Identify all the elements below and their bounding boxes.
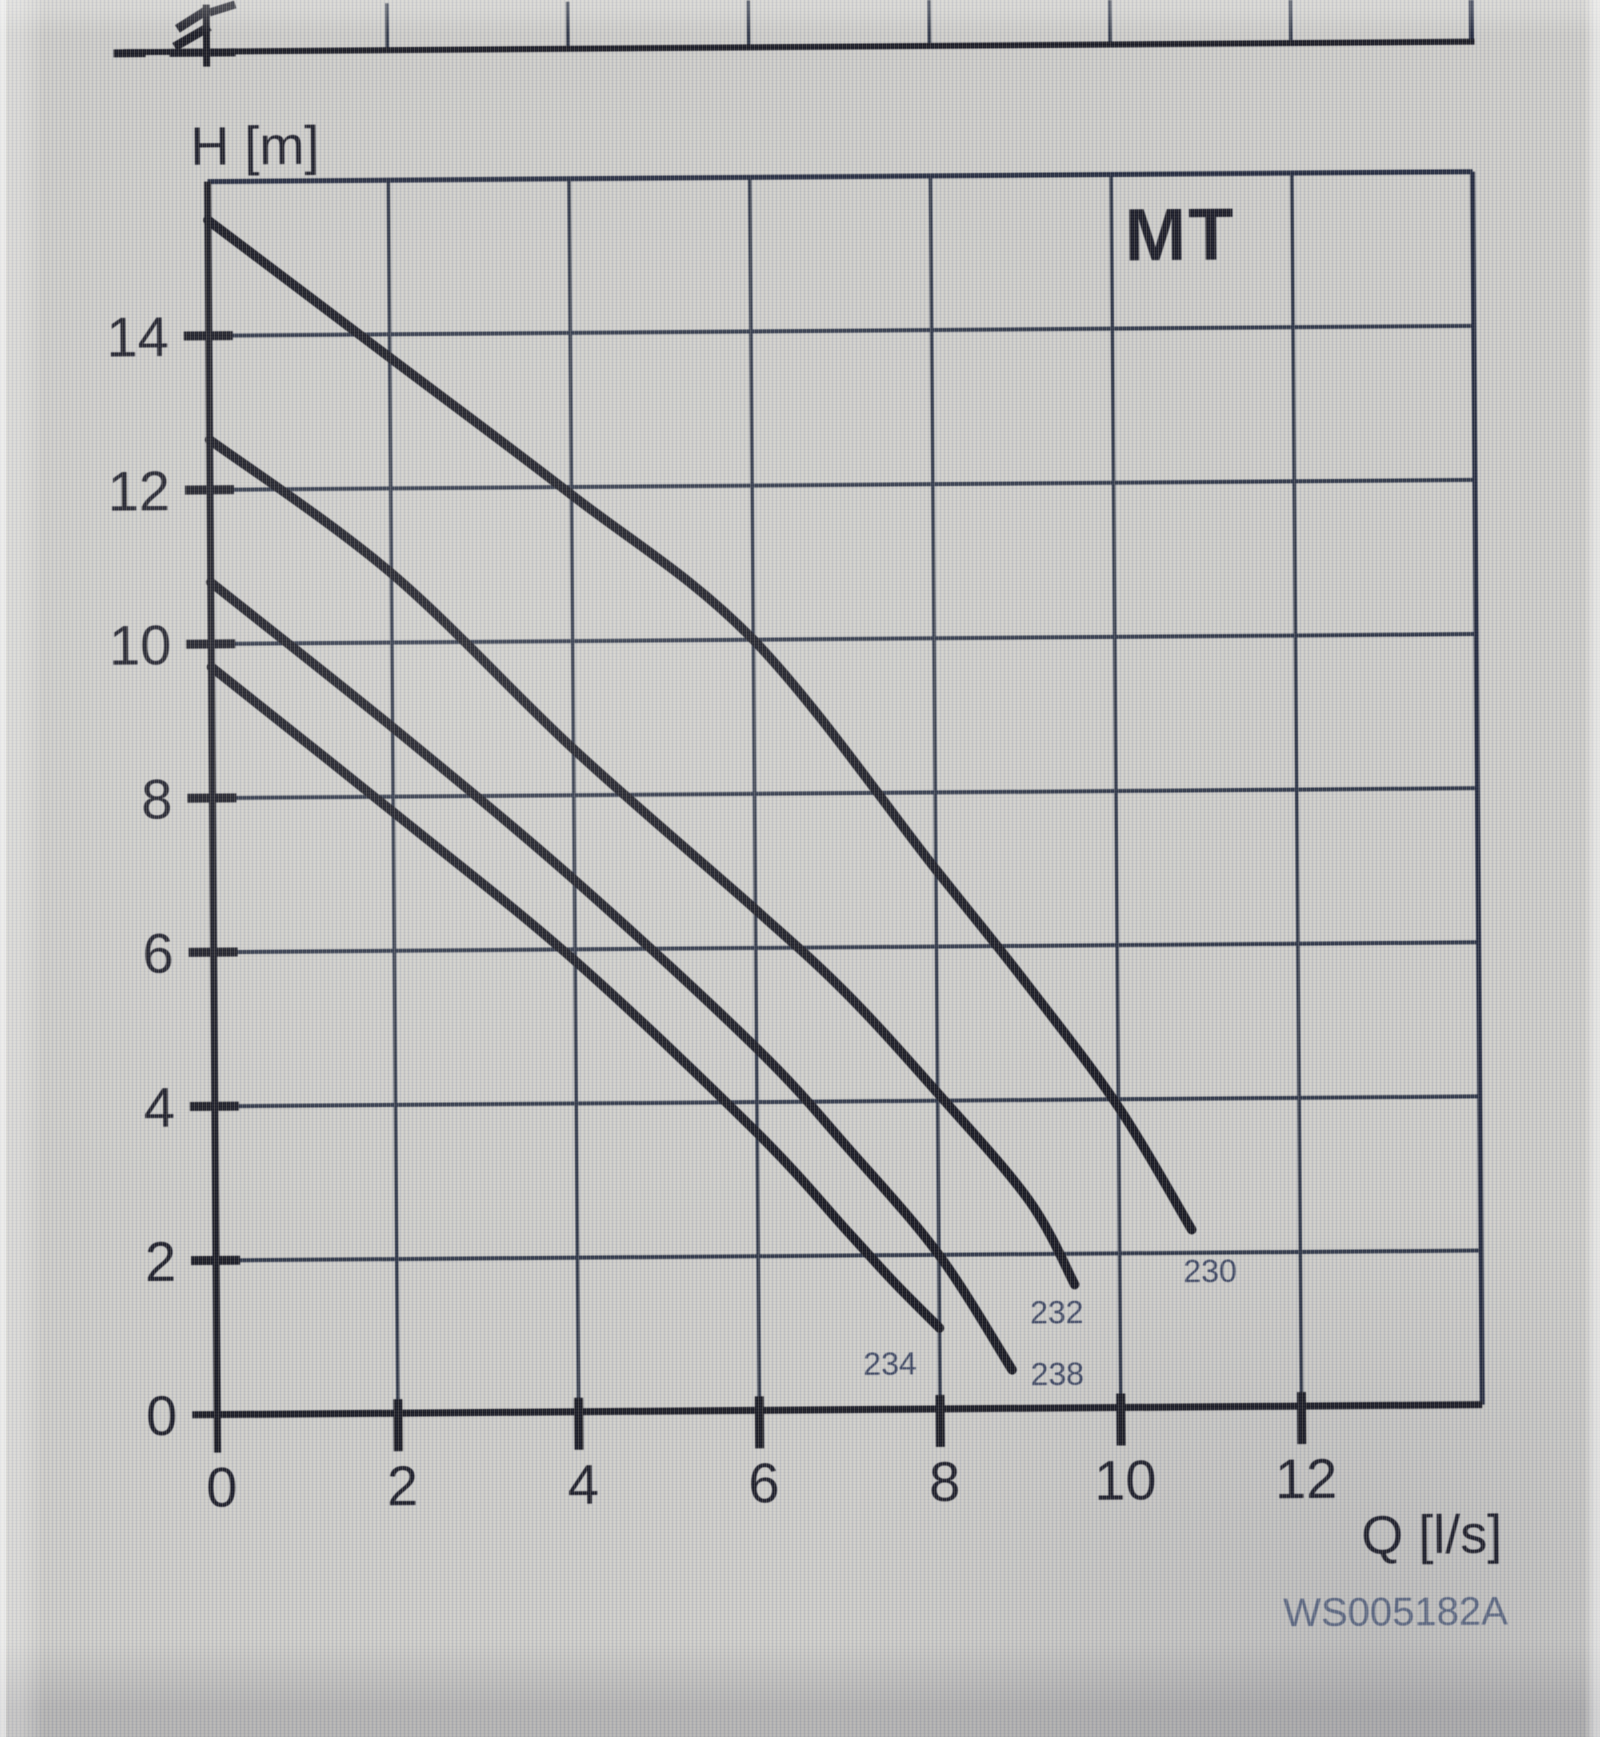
- y-tick-label: 14: [106, 305, 169, 368]
- plot-top-border: [207, 169, 1473, 185]
- chart-title: MT: [1124, 193, 1236, 277]
- y-axis-label: H [m]: [190, 116, 319, 177]
- x-tick-label: 6: [748, 1451, 780, 1514]
- x-tick-label: 8: [929, 1450, 961, 1513]
- axis-arrow-icon: [208, 0, 237, 17]
- upper-axis-tick: [169, 48, 236, 57]
- gridline-horizontal: [214, 1094, 1480, 1109]
- gridline-horizontal: [216, 1248, 1482, 1263]
- y-tick-label: 12: [107, 459, 170, 522]
- gridline-horizontal: [208, 323, 1474, 338]
- curve-label-232: 232: [1030, 1294, 1084, 1330]
- curve-labels: 230 232 234 238: [863, 1253, 1237, 1392]
- gridline-horizontal: [211, 632, 1477, 646]
- watermark-code: WS005182A: [1283, 1589, 1508, 1635]
- y-tick-label: 0: [146, 1384, 178, 1447]
- x-tick-label: 2: [387, 1454, 419, 1517]
- x-tick-label: 12: [1275, 1447, 1338, 1510]
- x-tick-label: 4: [567, 1453, 599, 1516]
- pump-curve-230: [203, 215, 1197, 1235]
- gridline-horizontal: [209, 477, 1475, 492]
- curve-label-238: 238: [1030, 1356, 1084, 1392]
- y-tick-label: 10: [109, 613, 172, 676]
- curve-label-234: 234: [863, 1345, 917, 1381]
- y-tick-label: 8: [141, 767, 173, 830]
- x-tick-label: 0: [206, 1455, 238, 1518]
- x-tick-label: 10: [1094, 1448, 1157, 1511]
- gridline-horizontal: [213, 940, 1479, 955]
- gridline-horizontal: [212, 786, 1478, 801]
- x-axis: [192, 1401, 1483, 1419]
- x-axis-label: Q [l/s]: [1361, 1505, 1502, 1566]
- tick-labels: 0 2 4 6 8 10 12 14 0 2 4 6 8 10 12: [106, 305, 1338, 1519]
- curve-label-230: 230: [1183, 1253, 1237, 1289]
- upper-chart-fragment: [113, 0, 1475, 67]
- upper-bottom-border: [123, 38, 1475, 56]
- pump-curve-232: [204, 435, 1080, 1290]
- y-tick-label: 2: [145, 1230, 177, 1293]
- y-tick-label: 6: [142, 922, 174, 985]
- y-tick-label: 4: [143, 1076, 175, 1139]
